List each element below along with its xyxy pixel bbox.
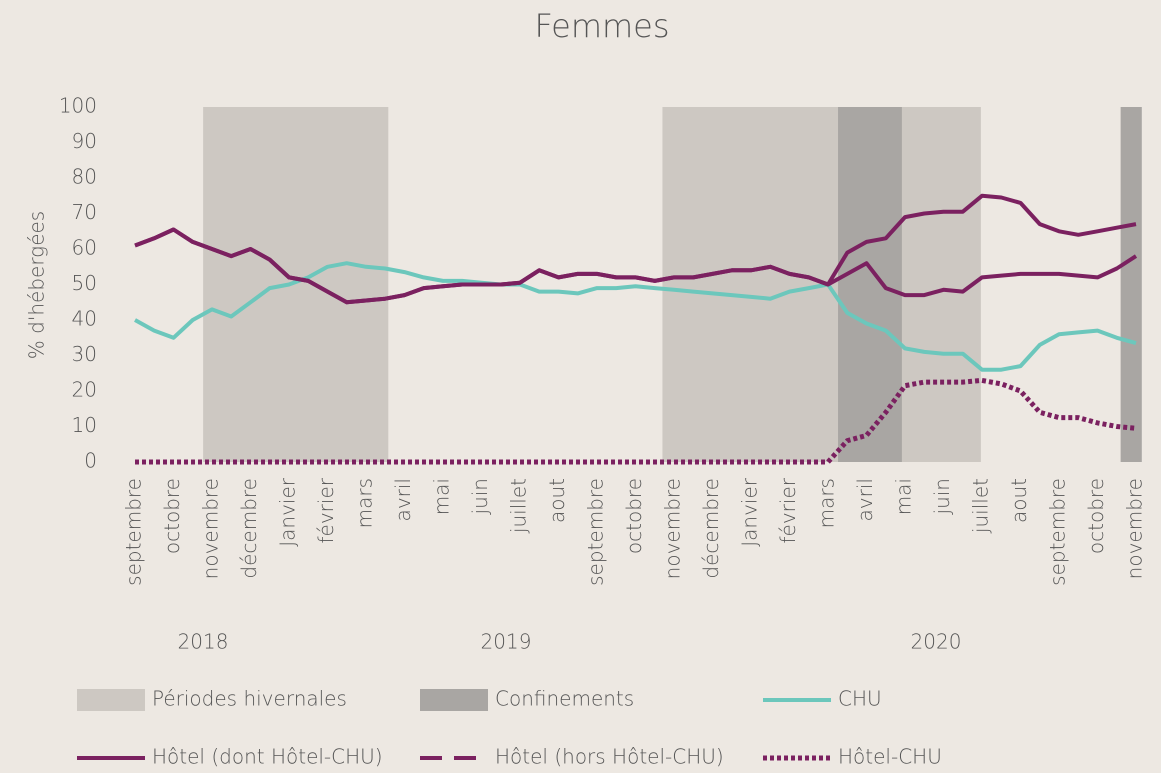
x-tick-label: février [776,477,800,543]
x-tick-label: mars [815,478,839,528]
y-tick-label: 20 [72,378,97,402]
x-tick-label: novembre [198,478,222,579]
legend-label: CHU [838,687,882,711]
x-tick-label: Janvier [738,477,762,547]
x-tick-label: mars [352,478,376,528]
year-label: 2019 [481,630,532,654]
legend-swatch [420,689,488,711]
x-tick-label: décembre [699,478,723,579]
x-tick-label: mai [429,478,453,515]
legend-label: Hôtel (dont Hôtel-CHU) [152,745,383,769]
legend-label: Confinements [495,687,634,711]
region [1120,107,1142,462]
x-tick-label: février [314,477,338,543]
x-tick-label: novembre [661,478,685,579]
y-tick-label: 10 [72,413,97,437]
x-tick-label: aout [545,478,569,523]
y-tick-label: 50 [72,271,97,295]
x-tick-label: décembre [237,478,261,579]
x-tick-label: septembre [583,478,607,586]
region [662,107,839,462]
x-tick-label: aout [1007,478,1031,523]
y-tick-label: 0 [84,449,97,473]
x-tick-label: septembre [1046,478,1070,586]
year-label: 2018 [178,630,229,654]
x-tick-label: avril [391,478,415,521]
region [838,107,902,462]
year-label: 2020 [911,630,962,654]
legend-swatch [77,689,145,711]
x-tick-label: novembre [1123,478,1147,579]
x-tick-label: juin [930,478,954,515]
y-tick-label: 70 [72,200,97,224]
chart-title: Femmes [534,7,669,45]
series-line [135,377,1137,465]
x-tick-label: juin [468,478,492,515]
x-tick-label: avril [853,478,877,521]
legend-label: Hôtel (hors Hôtel-CHU) [495,745,724,769]
y-axis-label: % d'hébergées [25,211,49,359]
legend-label: Périodes hivernales [152,687,347,711]
x-tick-label: Janvier [275,477,299,547]
x-tick-label: juillet [969,478,993,534]
y-tick-label: 30 [72,342,97,366]
legend-label: Hôtel-CHU [838,745,942,769]
series-line [134,227,1138,305]
y-tick-label: 100 [59,94,97,118]
y-tick-label: 60 [72,236,97,260]
region [901,107,981,462]
x-tick-label: octobre [160,478,184,554]
x-tick-label: octobre [1084,478,1108,554]
x-tick-label: septembre [121,478,145,586]
y-tick-label: 90 [72,129,97,153]
y-tick-label: 40 [72,307,97,331]
x-tick-label: juillet [506,478,530,534]
region [203,107,389,462]
y-tick-label: 80 [72,165,97,189]
x-tick-label: octobre [622,478,646,554]
x-tick-label: mai [892,478,916,515]
